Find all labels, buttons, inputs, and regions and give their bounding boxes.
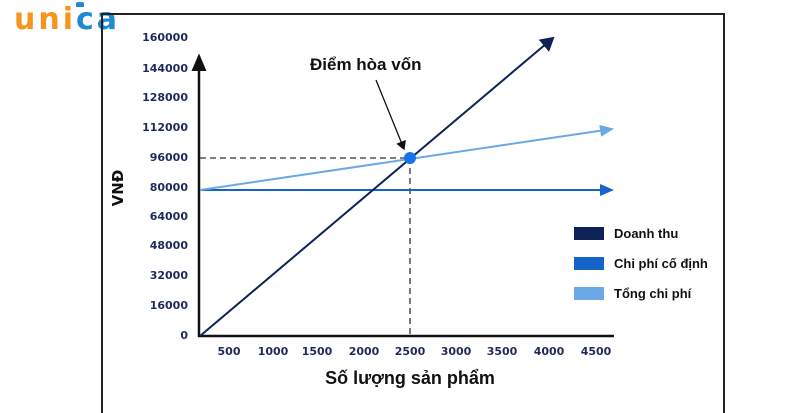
legend-item-fixed-cost: Chi phí cố định: [574, 256, 708, 271]
x-tick: 4000: [533, 345, 565, 358]
x-tick: 3000: [440, 345, 472, 358]
y-tick: 144000: [142, 62, 188, 75]
x-tick: 1000: [257, 345, 289, 358]
legend-label: Chi phí cố định: [614, 256, 708, 271]
legend-label: Doanh thu: [614, 226, 679, 241]
y-tick: 112000: [142, 121, 188, 134]
graduation-cap-icon: [76, 2, 84, 7]
chart-plot: [191, 36, 614, 338]
y-tick: 32000: [149, 269, 188, 282]
legend-swatch: [574, 257, 604, 270]
x-tick: 3500: [486, 345, 518, 358]
logo-text-blue: ca: [76, 2, 121, 37]
x-tick: 2500: [394, 345, 426, 358]
legend-label: Tổng chi phí: [614, 286, 692, 301]
logo-text-orange: uni: [14, 2, 76, 37]
x-tick: 500: [217, 345, 241, 358]
y-tick: 160000: [142, 31, 188, 44]
revenue-line: [199, 36, 555, 337]
x-axis-label: Số lượng sản phẩm: [325, 368, 495, 388]
chart-frame: [101, 13, 725, 413]
y-tick: 96000: [149, 151, 188, 164]
y-axis-label: VNĐ: [109, 169, 127, 207]
legend-swatch: [574, 227, 604, 240]
annotation-arrow: [375, 79, 406, 151]
x-tick: 2000: [348, 345, 380, 358]
breakeven-annotation: Điểm hòa vốn: [310, 55, 422, 74]
breakeven-point: [404, 152, 416, 164]
y-tick: 80000: [149, 181, 188, 194]
legend-item-total-cost: Tổng chi phí: [574, 286, 708, 301]
chart-legend: Doanh thu Chi phí cố định Tổng chi phí: [574, 226, 708, 316]
y-tick: 0: [180, 329, 188, 342]
unica-logo: unica: [14, 2, 120, 38]
y-tick: 64000: [149, 210, 188, 223]
x-tick: 1500: [301, 345, 333, 358]
y-tick: 48000: [149, 239, 188, 252]
legend-item-revenue: Doanh thu: [574, 226, 708, 241]
legend-swatch: [574, 287, 604, 300]
y-tick: 16000: [149, 299, 188, 312]
y-tick: 128000: [142, 91, 188, 104]
x-tick: 4500: [580, 345, 612, 358]
